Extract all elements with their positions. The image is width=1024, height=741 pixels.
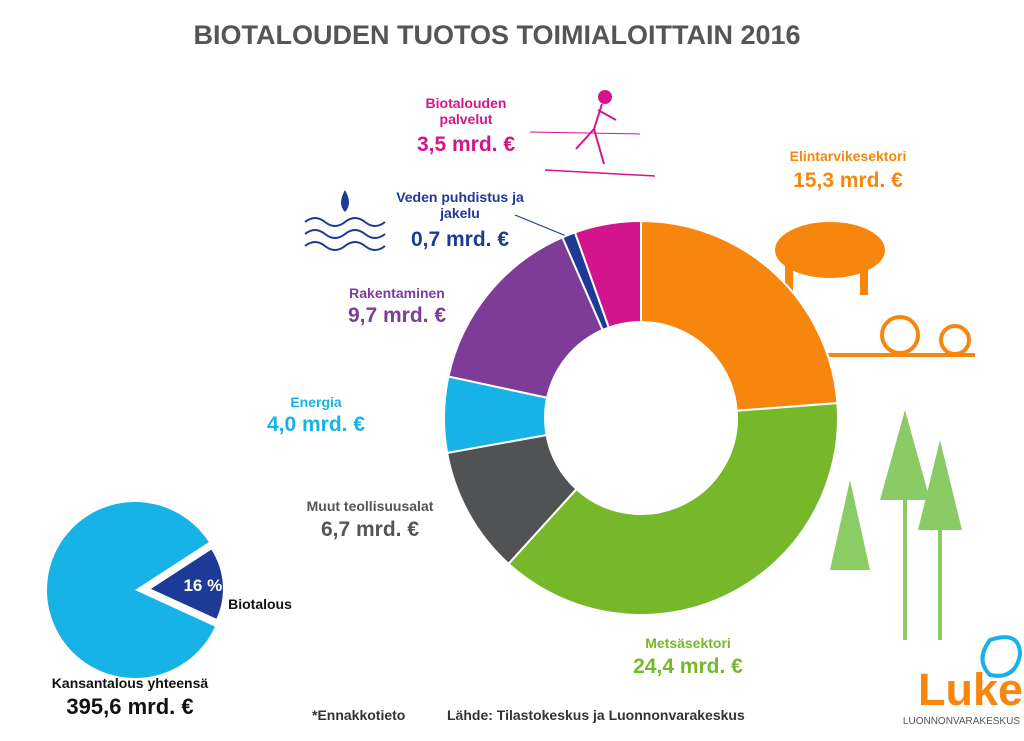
segment-name: Rakentaminen — [349, 284, 445, 301]
donut-segment — [507, 402, 839, 616]
logo-subtitle: LUONNONVARAKESKUS — [903, 716, 1020, 727]
segment-value: 9,7 mrd. € — [347, 303, 447, 327]
segment-name: Muut teollisuusalat — [306, 497, 434, 514]
segment-name: Elintarvikesektori — [789, 147, 907, 164]
skier-icon — [529, 90, 656, 177]
water-drop-icon — [341, 190, 349, 212]
segment-value: 0,7 mrd. € — [410, 227, 510, 251]
segment-name: Metsäsektori — [645, 634, 731, 651]
segment-value: 3,5 mrd. € — [416, 132, 516, 156]
source: Lähde: Tilastokeskus ja Luonnonvarakesku… — [447, 707, 745, 723]
segment-value: 6,7 mrd. € — [320, 517, 420, 541]
pie-slice — [150, 549, 223, 619]
logo-name: Luke — [918, 664, 1023, 715]
donut-segment — [573, 219, 642, 329]
segment-name: Energia — [290, 393, 342, 410]
pie-slice — [47, 502, 216, 678]
pie-value-label: 16 % — [183, 576, 222, 595]
water-icon — [304, 217, 386, 251]
total-value: 395,6 mrd. € — [66, 694, 193, 719]
cow-icon — [775, 222, 885, 295]
donut-segment — [640, 219, 839, 412]
segment-value: 15,3 mrd. € — [793, 168, 903, 192]
segment-value: 4,0 mrd. € — [266, 412, 366, 436]
segment-name: Veden puhdistus ja jakelu — [396, 188, 524, 221]
pie-category-label: Biotalous — [228, 596, 292, 612]
logo-icon — [980, 635, 1023, 678]
segment-value: 24,4 mrd. € — [633, 654, 743, 678]
footnote: *Ennakkotieto — [312, 707, 405, 723]
tractor-icon — [810, 315, 975, 357]
chart-title: BIOTALOUDEN TUOTOS TOIMIALOITTAIN 2016 — [193, 20, 800, 50]
trees-icon — [830, 410, 962, 640]
total-name: Kansantalous yhteensä — [52, 675, 209, 691]
segment-name: Biotalouden palvelut — [425, 94, 507, 127]
